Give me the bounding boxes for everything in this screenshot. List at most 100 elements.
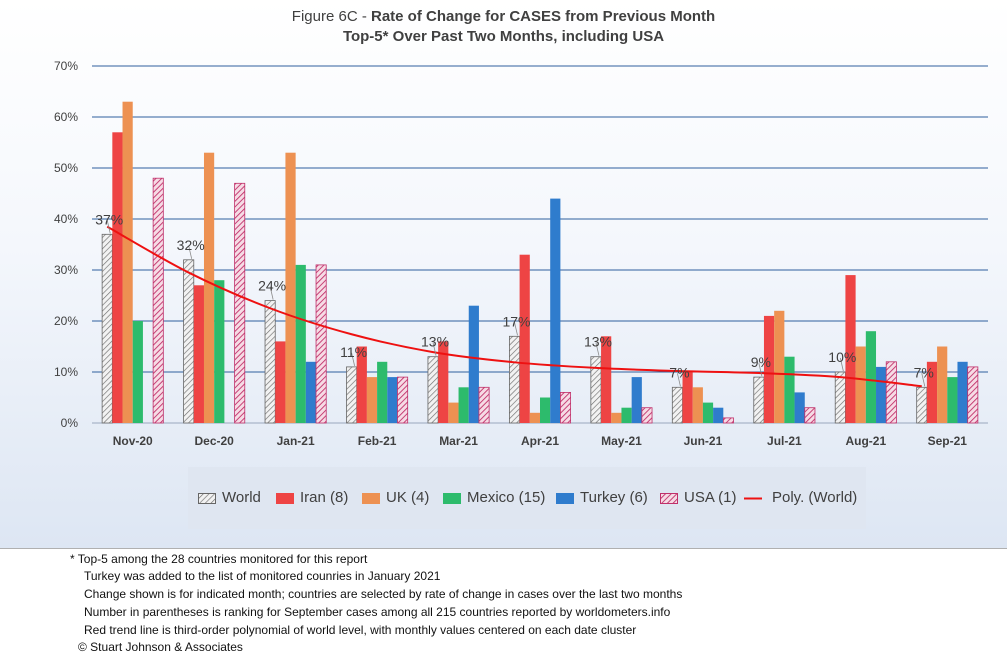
data-label-world: 13% [421,334,449,350]
data-label-leader [188,245,193,259]
data-label-world: 7% [914,364,934,380]
x-tick-label: Aug-21 [845,434,886,448]
x-tick-label: Apr-21 [521,434,559,448]
legend-swatch-turkey [556,493,574,504]
legend-swatch-trend [744,497,762,500]
bar-turkey [957,361,968,423]
bar-mexico [621,407,632,423]
chart-title-main: Rate of Change for CASES from Previous M… [371,8,716,25]
chart-subtitle: Top-5* Over Past Two Months, including U… [342,28,665,45]
data-label-world: 10% [828,349,856,365]
x-tick-label: Jan-21 [277,434,315,448]
x-tick-label: Feb-21 [358,434,397,448]
bar-iran [682,372,693,423]
y-tick-label: 0% [61,416,79,430]
bar-usa [560,391,572,424]
legend: World Iran (8) UK (4) Mexico (15) Turkey… [198,489,868,509]
legend-swatch-iran [276,493,294,504]
data-label-leader [839,357,844,372]
footnote-line: © Stuart Johnson & Associates [78,640,243,654]
data-label-leader [595,342,600,356]
bar-mexico [377,361,388,423]
y-tick-label: 60% [54,110,78,124]
bar-iran [438,341,449,423]
legend-label-uk: UK (4) [386,489,430,506]
x-tick-label: Jul-21 [767,434,802,448]
bar-iran [845,275,856,423]
bar-turkey [876,366,887,423]
bar-turkey [305,361,317,423]
bar-usa [885,361,897,424]
bar-uk [692,387,703,423]
bar-uk [529,412,540,423]
footnote-line: Number in parentheses is ranking for Sep… [84,605,671,619]
data-label-leader [921,373,926,387]
footnote-divider [0,548,1007,549]
data-label-leader [758,363,763,377]
x-tick-label: Nov-20 [113,434,153,448]
bar-turkey [550,198,561,423]
bar-uk [285,152,296,423]
bar-world [183,259,195,424]
chart-title-prefix: Figure 6C - [291,8,371,25]
data-label-leader [269,286,274,300]
bar-uk [448,402,459,423]
bar-world [753,376,765,424]
bar-usa [397,376,409,424]
y-tick-label: 30% [54,263,78,277]
y-tick-label: 40% [54,212,78,226]
bar-iran [926,361,938,423]
bar-mexico [784,356,795,423]
data-label-world: 9% [751,354,771,370]
bar-world [671,386,683,424]
bar-turkey [631,377,642,423]
bar-world [508,335,520,424]
bar-iran [356,346,367,423]
x-tick-label: Dec-20 [195,434,235,448]
bar-world [101,233,113,424]
legend-label-usa: USA (1) [684,489,737,506]
bar-usa [967,366,979,424]
data-label-world: 13% [584,334,612,350]
x-tick-label: Sep-21 [928,434,968,448]
y-tick-label: 70% [54,59,78,73]
data-label-world: 11% [340,344,367,360]
x-tick-label: Jun-21 [684,434,723,448]
data-label-world: 24% [258,278,286,294]
bar-uk [366,377,378,423]
legend-swatch-usa [660,493,678,504]
footnote-line: Red trend line is third-order polynomial… [84,623,637,637]
bar-usa [234,182,246,424]
bar-mexico [214,280,225,423]
y-tick-label: 10% [54,365,78,379]
trendline-world [106,225,922,388]
bar-turkey [387,377,398,423]
legend-label-world: World [222,489,261,506]
chart-svg: 0% 10% 20% 30% 40% 50% 60% 70% 37% 32% 24% 11% 13% 1… [54,59,988,448]
bar-mexico [947,377,958,423]
legend-swatch-uk [362,493,380,504]
bar-iran [275,341,286,423]
bar-iran [112,132,123,424]
bar-uk [611,412,622,423]
legend-label-mexico: Mexico (15) [467,489,546,506]
bar-turkey [713,407,724,423]
legend-swatch-world [198,493,216,504]
data-label-world: 7% [669,364,689,380]
bar-mexico [540,397,551,423]
bar-mexico [132,321,143,423]
bar-world [264,300,276,424]
x-tick-label: Mar-21 [439,434,478,448]
footnote-line: Change shown is for indicated month; cou… [84,587,683,601]
data-label-leader [677,373,681,387]
data-label-world: 17% [502,313,530,329]
bar-uk [774,310,785,423]
bar-iran [193,285,204,423]
bar-world [590,356,602,424]
bar-uk [203,152,215,423]
legend-label-trend: Poly. (World) [772,489,858,506]
y-tick-label: 50% [54,161,78,175]
chart-title: Figure 6C - Rate of Change for CASES fro… [0,8,1007,25]
footnote-line: * Top-5 among the 28 countries monitored… [70,552,368,566]
data-label-leader [432,342,437,356]
